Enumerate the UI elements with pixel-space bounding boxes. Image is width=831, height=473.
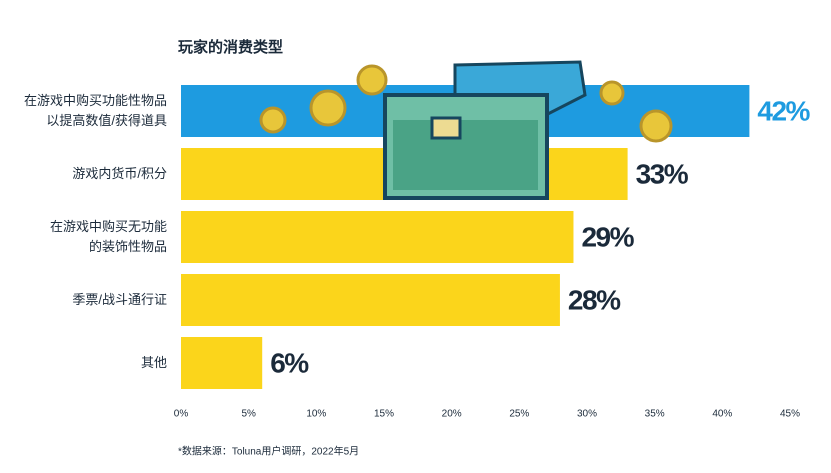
chest-lock	[430, 116, 462, 140]
value-label: 42%	[757, 95, 810, 126]
value-label: 29%	[581, 221, 634, 252]
value-label: 6%	[270, 347, 309, 378]
category-label: 在游戏中购买无功能 的装饰性物品	[49, 219, 167, 254]
category-label: 季票/战斗通行证	[72, 292, 167, 307]
category-label: 在游戏中购买功能性物品 以提高数值/获得道具	[23, 93, 167, 128]
category-label: 游戏内货币/积分	[72, 166, 167, 181]
x-tick-label: 30%	[577, 409, 597, 420]
x-axis: 0% 5% 10% 15% 20% 25% 30% 35% 40% 45%	[174, 409, 800, 420]
x-tick-label: 45%	[780, 409, 800, 420]
bar	[181, 211, 574, 263]
x-tick-label: 15%	[374, 409, 394, 420]
bar	[181, 274, 560, 326]
x-tick-label: 20%	[442, 409, 462, 420]
coin	[599, 80, 625, 106]
coin	[356, 64, 388, 96]
x-tick-label: 25%	[509, 409, 529, 420]
coin	[309, 89, 347, 127]
x-tick-label: 0%	[174, 409, 189, 420]
category-label: 其他	[140, 355, 167, 370]
x-tick-label: 40%	[712, 409, 732, 420]
source-note: *数据来源：Toluna用户调研，2022年5月	[178, 445, 359, 458]
coin	[259, 106, 287, 134]
value-label: 33%	[636, 158, 689, 189]
chest-front	[393, 120, 538, 190]
chest-decoration	[259, 60, 673, 200]
value-labels: 42% 33% 29% 28% 6%	[270, 95, 812, 378]
coin	[639, 109, 673, 143]
chart-title: 玩家的消费类型	[178, 38, 283, 56]
x-tick-label: 10%	[306, 409, 326, 420]
x-tick-label: 35%	[645, 409, 665, 420]
value-label: 28%	[568, 284, 621, 315]
bar	[181, 337, 263, 389]
x-tick-label: 5%	[241, 409, 256, 420]
